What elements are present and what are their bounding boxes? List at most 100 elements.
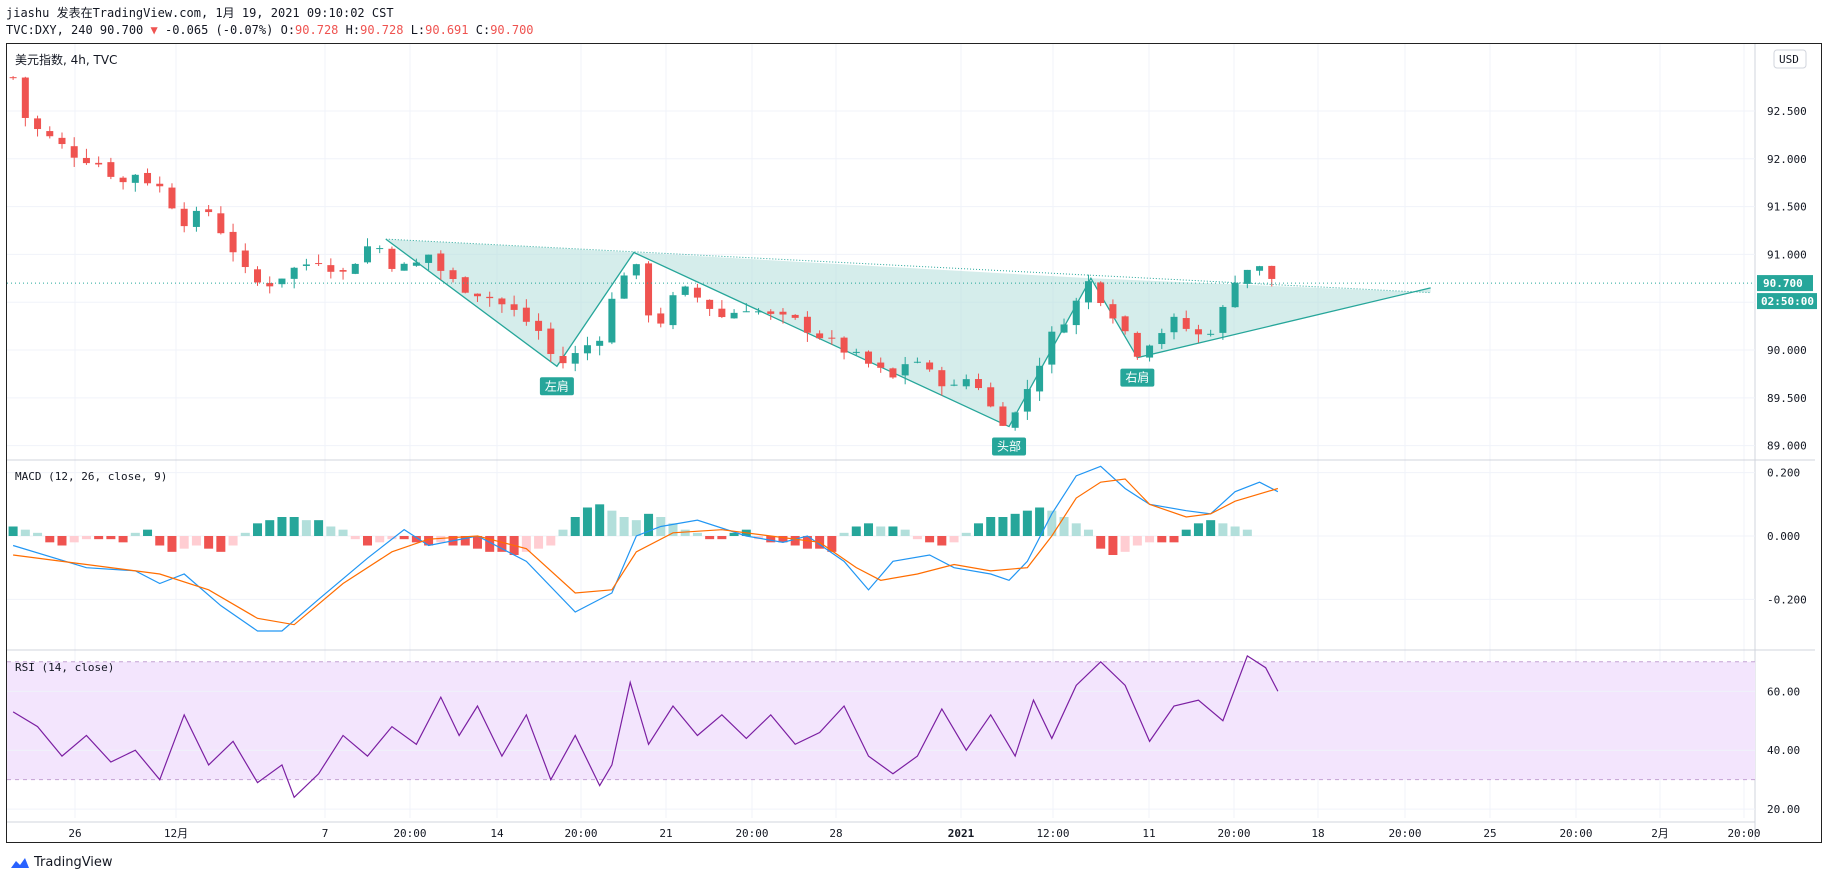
candle-body <box>1207 333 1215 335</box>
time-tick-label: 11 <box>1142 827 1155 840</box>
candle-body <box>58 137 66 145</box>
macd-histogram-bar <box>717 536 727 540</box>
macd-histogram-bar <box>20 529 30 536</box>
pattern-fill-area <box>385 239 1431 427</box>
candle-body <box>9 77 17 79</box>
price-tick-label: 89.500 <box>1767 392 1807 405</box>
macd-histogram-bar <box>1230 526 1240 536</box>
candle-body <box>974 379 982 389</box>
candle-body <box>999 406 1007 426</box>
candle-body <box>449 270 457 279</box>
macd-histogram-bar <box>1132 536 1142 546</box>
candle-body <box>192 210 200 227</box>
candle-body <box>840 337 848 353</box>
candle-body <box>547 328 555 354</box>
macd-histogram-bar <box>240 532 250 536</box>
candle-body <box>327 265 335 272</box>
candle-body <box>645 263 653 316</box>
macd-histogram-bar <box>179 536 189 549</box>
candle-body <box>412 262 420 266</box>
low-label: L: <box>410 23 426 37</box>
time-tick-label: 20:00 <box>1388 827 1421 840</box>
time-tick-label: 12:00 <box>1036 827 1069 840</box>
candle-body <box>1133 332 1141 357</box>
macd-histogram-bar <box>338 529 348 536</box>
time-tick-label: 28 <box>829 827 842 840</box>
candle-body <box>290 267 298 279</box>
candle-body <box>706 299 714 309</box>
candle-body <box>1023 389 1031 412</box>
candle-body <box>70 146 78 158</box>
macd-histogram-bar <box>766 536 776 543</box>
candle-body <box>107 162 115 177</box>
macd-histogram-bar <box>424 536 434 546</box>
candle-body <box>21 77 29 118</box>
candle-body <box>1182 318 1190 329</box>
time-tick-label: 20:00 <box>564 827 597 840</box>
macd-histogram-bar <box>191 536 201 546</box>
price-tick-label: 89.000 <box>1767 440 1807 453</box>
candle-body <box>852 351 860 353</box>
price-tick-label: 91.000 <box>1767 248 1807 261</box>
macd-histogram-bar <box>350 536 360 540</box>
currency-badge <box>1773 49 1807 69</box>
high-label: H: <box>345 23 361 37</box>
candle-body <box>339 270 347 272</box>
candle-body <box>755 311 763 313</box>
candle-body <box>486 296 494 299</box>
price-tick-label: 92.000 <box>1767 153 1807 166</box>
macd-histogram-bar <box>729 532 739 536</box>
macd-histogram-bar <box>521 536 531 552</box>
macd-histogram-bar <box>94 536 104 540</box>
logo-text: TradingView <box>34 855 113 870</box>
macd-histogram-bar <box>582 507 592 536</box>
macd-histogram-bar <box>864 523 874 536</box>
macd-histogram-bar <box>1193 523 1203 536</box>
neckline <box>385 238 1431 294</box>
time-tick-label: 14 <box>490 827 504 840</box>
macd-histogram-bar <box>1120 536 1130 552</box>
candle-body <box>791 314 799 318</box>
time-tick-label: 26 <box>68 827 81 840</box>
macd-histogram-bar <box>497 536 507 552</box>
macd-histogram-bar <box>472 536 482 549</box>
candle-body <box>1170 316 1178 333</box>
time-tick-label: 20:00 <box>735 827 768 840</box>
candle-body <box>1048 331 1056 365</box>
candle-body <box>583 345 591 354</box>
candle-body <box>522 307 530 322</box>
macd-histogram-bar <box>1206 520 1216 536</box>
candle-body <box>632 264 640 276</box>
macd-histogram-bar <box>436 536 446 543</box>
macd-histogram-bar <box>1083 529 1093 536</box>
macd-histogram-bar <box>534 536 544 549</box>
macd-histogram-bar <box>668 523 678 536</box>
time-tick-label: 20:00 <box>1217 827 1250 840</box>
macd-histogram-bar <box>277 517 287 536</box>
macd-histogram-bar <box>692 532 702 536</box>
macd-histogram-bar <box>949 536 959 543</box>
candle-body <box>1194 329 1202 335</box>
macd-histogram-bar <box>81 536 91 540</box>
macd-histogram-bar <box>1047 510 1057 536</box>
publish-line: jiashu 发表在TradingView.com, 1月 19, 2021 0… <box>6 6 394 20</box>
candle-body <box>168 187 176 209</box>
candle-body <box>779 311 787 315</box>
macd-line <box>12 465 1279 632</box>
open-value: 90.728 <box>295 23 339 37</box>
macd-histogram-bar <box>1145 536 1155 543</box>
candle-body <box>865 351 873 364</box>
macd-histogram-bar <box>827 536 837 552</box>
pattern-label-box <box>992 437 1027 456</box>
macd-histogram-bar <box>1181 529 1191 536</box>
time-tick-label: 21 <box>659 827 672 840</box>
macd-histogram-bar <box>851 526 861 536</box>
macd-histogram-bar <box>644 513 654 536</box>
candle-body <box>1158 333 1166 345</box>
macd-histogram-bar <box>1022 510 1032 536</box>
tradingview-logo[interactable]: TradingView <box>8 855 113 870</box>
candle-body <box>1268 265 1276 279</box>
candle-body <box>1231 282 1239 308</box>
candle-body <box>816 333 824 339</box>
